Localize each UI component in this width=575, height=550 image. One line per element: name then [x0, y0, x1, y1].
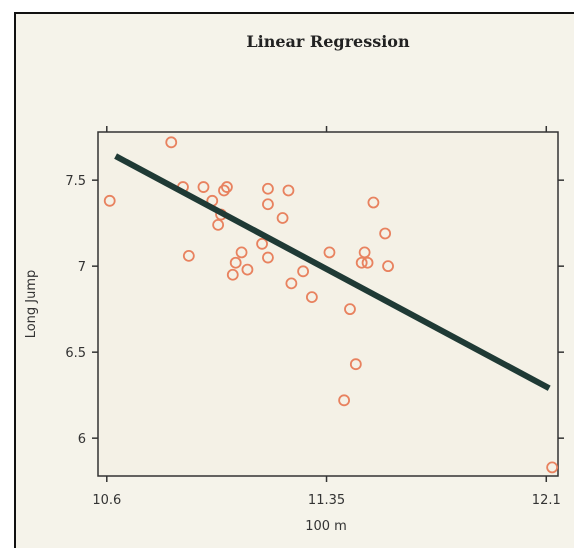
- data-point: [282, 184, 295, 197]
- data-point: [367, 196, 380, 209]
- regression-line: [114, 153, 551, 391]
- data-point: [382, 260, 394, 273]
- data-point: [262, 251, 274, 264]
- data-point: [241, 263, 254, 276]
- x-tick-label: 12.1: [532, 493, 561, 508]
- y-tick-label: 7.5: [65, 174, 86, 189]
- data-point: [297, 265, 309, 278]
- y-tick-label: 6: [78, 432, 86, 447]
- data-point: [262, 182, 274, 195]
- data-point: [305, 291, 318, 304]
- data-point: [212, 218, 225, 231]
- data-point: [226, 268, 239, 281]
- data-point: [197, 181, 210, 193]
- data-point: [546, 461, 559, 474]
- y-tick-label: 7: [78, 260, 86, 275]
- data-point: [323, 246, 336, 259]
- y-tick-label: 6.5: [65, 346, 86, 361]
- axis-ticks: [92, 126, 564, 482]
- data-point: [358, 246, 371, 259]
- data-point: [221, 181, 233, 193]
- data-point: [379, 227, 392, 240]
- data-point: [256, 237, 268, 250]
- data-point: [165, 136, 178, 149]
- chart-title: Linear Regression: [246, 32, 410, 51]
- x-tick-label: 10.6: [92, 493, 121, 508]
- data-point: [182, 249, 195, 262]
- data-point: [229, 256, 242, 269]
- data-point: [338, 394, 351, 407]
- data-point: [344, 303, 356, 316]
- data-point: [361, 256, 374, 269]
- data-point: [235, 246, 248, 259]
- data-point: [276, 212, 289, 224]
- x-tick-label: 11.35: [308, 493, 345, 508]
- chart-svg: Linear Regression 10.6 11.35 12.166.577.5 …: [24, 32, 564, 534]
- data-point: [355, 256, 368, 269]
- data-point: [262, 198, 274, 211]
- chart-frame: Linear Regression 10.6 11.35 12.1 6 6.5 7 7.5 …: [14, 12, 574, 548]
- y-axis-label: Long Jump: [24, 270, 39, 339]
- data-point: [285, 277, 298, 290]
- data-point: [218, 184, 230, 197]
- data-point: [349, 358, 362, 371]
- data-points: [103, 136, 559, 474]
- data-point: [103, 194, 116, 207]
- x-axis-label: 100 m: [305, 519, 347, 534]
- axis-tick-labels: 10.6 11.35 12.1 6 6.5 7 7.5: [65, 174, 560, 508]
